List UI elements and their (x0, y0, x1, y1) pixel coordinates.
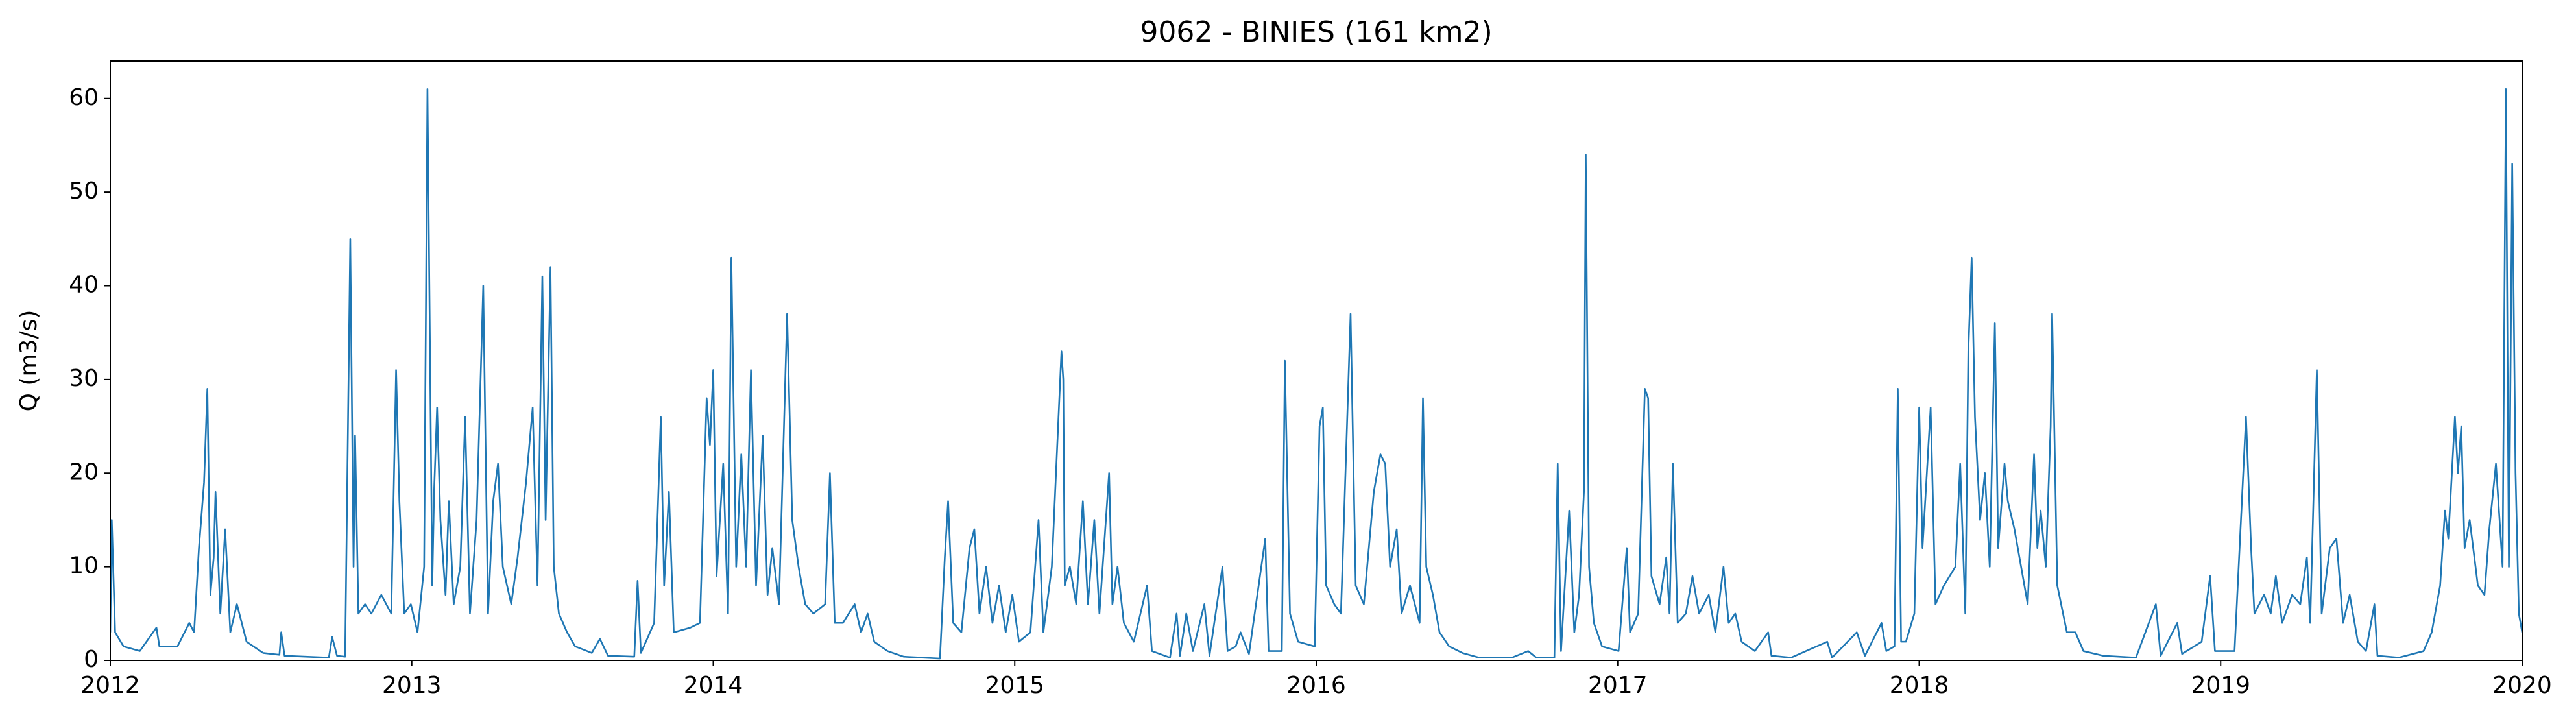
y-tick-label: 40 (69, 272, 99, 298)
line (110, 88, 2522, 660)
x-tick-label: 2016 (1286, 672, 1346, 699)
x-tick-label: 2014 (684, 672, 743, 699)
x-tick-label: 2015 (985, 672, 1044, 699)
x-tick-label: 2019 (2191, 672, 2250, 699)
plot-frame (110, 60, 2523, 661)
plot-area (110, 88, 2522, 660)
x-tick-label: 2012 (80, 672, 140, 699)
y-tick-label: 50 (69, 178, 99, 204)
chart-title: 9062 - BINIES (161 km2) (1140, 16, 1492, 49)
y-tick-label: 0 (84, 646, 99, 673)
y-tick-label: 20 (69, 459, 99, 485)
y-tick-label: 60 (69, 84, 99, 111)
y-tick-label: 10 (69, 553, 99, 579)
x-tick-label: 2018 (1890, 672, 1949, 699)
x-tick-label: 2020 (2492, 672, 2552, 699)
y-tick-label: 30 (69, 365, 99, 392)
x-tick-label: 2017 (1588, 672, 1648, 699)
y-axis-label: Q (m3/s) (16, 310, 42, 412)
x-tick-label: 2013 (382, 672, 442, 699)
